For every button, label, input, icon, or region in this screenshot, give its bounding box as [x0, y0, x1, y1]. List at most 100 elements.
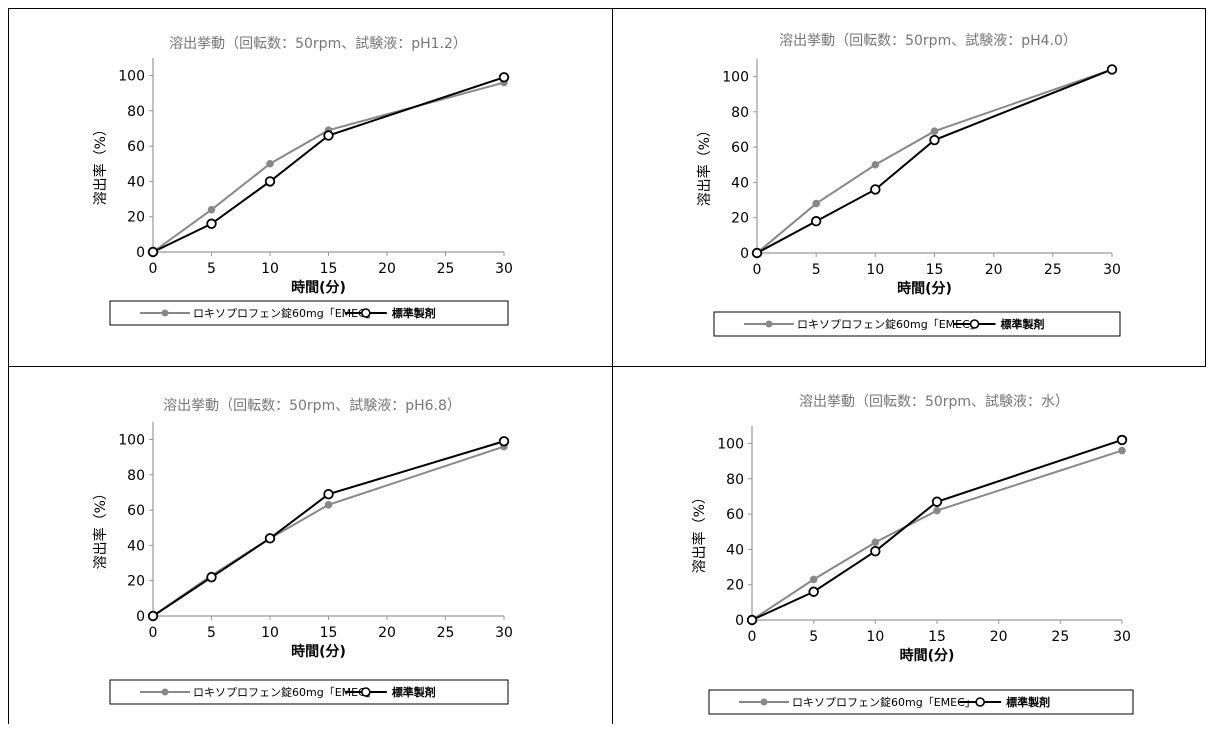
x-tick-label: 5	[207, 625, 216, 641]
data-point-series-2	[870, 184, 881, 195]
data-point-series-2	[147, 246, 159, 258]
chart-title: 溶出挙動（回転数：50rpm、試験液：pH6.8）	[163, 398, 461, 414]
x-tick-label: 15	[320, 261, 338, 277]
x-tick-label: 20	[378, 261, 396, 277]
y-tick-label: 40	[726, 542, 744, 558]
data-point-series-1	[207, 205, 216, 214]
y-tick-label: 20	[731, 211, 749, 227]
x-tick-label: 25	[437, 625, 455, 641]
legend-label-2: 標準製剤	[1006, 695, 1050, 709]
data-point-series-2	[323, 489, 334, 500]
y-axis-label: 溶出率（%）	[696, 123, 713, 206]
x-tick-label: 25	[1051, 629, 1069, 645]
x-tick-label: 10	[866, 262, 884, 278]
y-tick-label: 60	[127, 503, 145, 519]
data-point-series-1	[871, 160, 880, 169]
y-tick-label: 80	[731, 105, 749, 121]
legend-marker-2	[969, 319, 980, 329]
legend-label-1: ロキソプロフェン錠60mg「EMEC」	[193, 306, 377, 320]
x-axis-label: 時間(分)	[900, 647, 955, 664]
data-point-series-2	[264, 533, 276, 544]
chart-panel-1: 溶出挙動（回転数：50rpm、試験液：pH1.2） 0 20 40 60 80 100 0 5 1…	[92, 36, 513, 326]
y-tick-label: 20	[726, 578, 744, 594]
y-tick-label: 60	[731, 140, 749, 156]
x-tick-label: 25	[1044, 262, 1062, 278]
x-tick-label: 30	[1113, 629, 1131, 645]
y-axis-label: 溶出率（%）	[92, 122, 109, 205]
series-line-2	[756, 68, 1113, 254]
y-tick-label: 100	[717, 437, 744, 453]
y-tick-label: 0	[136, 609, 145, 625]
y-tick-label: 80	[127, 468, 145, 484]
data-point-series-2	[751, 247, 763, 259]
x-tick-label: 10	[261, 625, 279, 641]
data-point-series-1	[930, 127, 939, 136]
data-point-series-2	[206, 571, 217, 583]
x-tick-label: 0	[748, 629, 757, 645]
legend-marker-1	[161, 309, 169, 317]
x-tick-label: 0	[149, 625, 158, 641]
y-axis-label: 溶出率（%）	[691, 490, 708, 573]
y-tick-label: 60	[127, 139, 145, 155]
x-tick-label: 5	[207, 261, 216, 277]
series-line-2	[152, 440, 505, 617]
legend-marker-2	[361, 308, 371, 318]
chart-panel-3: 溶出挙動（回転数：50rpm、試験液：pH6.8） 0 20 40 60 80 100 0 5 1…	[92, 398, 513, 705]
border-right	[1205, 8, 1206, 366]
chart-grid: 溶出挙動（回転数：50rpm、試験液：pH1.2） 0 20 40 60 80 100 0 5 1…	[8, 8, 1206, 724]
data-point-series-2	[870, 545, 881, 557]
data-point-series-1	[1118, 446, 1126, 455]
chart-title: 溶出挙動（回転数：50rpm、試験液：水）	[799, 394, 1069, 410]
data-point-series-2	[498, 72, 510, 83]
x-tick-label: 20	[378, 625, 396, 641]
data-point-series-1	[871, 538, 880, 547]
legend-marker-2	[975, 697, 985, 707]
x-tick-label: 30	[1103, 262, 1121, 278]
x-tick-label: 5	[809, 629, 818, 645]
series-line-1	[152, 445, 505, 617]
x-axis-label: 時間(分)	[291, 643, 346, 660]
x-tick-label: 20	[990, 629, 1008, 645]
legend-marker-1	[765, 320, 773, 328]
x-tick-label: 25	[437, 261, 455, 277]
y-tick-label: 0	[136, 245, 145, 261]
data-point-series-1	[809, 575, 818, 584]
y-tick-label: 20	[127, 210, 145, 226]
y-tick-label: 40	[127, 174, 145, 190]
y-tick-label: 100	[118, 69, 145, 85]
legend-label-2: 標準製剤	[1001, 317, 1045, 331]
y-tick-label: 0	[740, 246, 749, 262]
y-axis-label: 溶出率（%）	[92, 486, 109, 569]
y-tick-label: 80	[726, 472, 744, 488]
legend-label-1: ロキソプロフェン錠60mg「EMEC」	[797, 317, 981, 331]
x-axis-label: 時間(分)	[897, 280, 952, 297]
y-tick-label: 100	[722, 70, 749, 86]
chart-panel-2: 溶出挙動（回転数：50rpm、試験液：pH4.0） 0 20 40 60 80 100 0 5 1…	[696, 33, 1121, 337]
border-center	[612, 8, 613, 724]
legend-marker-1	[161, 688, 169, 696]
legend-label-2: 標準製剤	[392, 306, 436, 320]
legend-label-1: ロキソプロフェン錠60mg「EMEC」	[193, 685, 377, 699]
x-tick-label: 15	[320, 625, 338, 641]
data-point-series-2	[929, 134, 940, 146]
data-point-series-2	[1106, 64, 1118, 75]
series-line-2	[152, 76, 505, 253]
y-tick-label: 20	[127, 574, 145, 590]
y-tick-label: 80	[127, 104, 145, 120]
data-point-series-2	[808, 586, 819, 597]
y-tick-label: 100	[118, 433, 145, 449]
chart-title: 溶出挙動（回転数：50rpm、試験液：pH4.0）	[779, 33, 1077, 49]
x-tick-label: 20	[985, 262, 1003, 278]
data-point-series-1	[812, 199, 820, 208]
x-tick-label: 15	[928, 629, 946, 645]
data-point-series-1	[933, 506, 941, 515]
x-tick-label: 10	[261, 261, 279, 277]
border-middle	[8, 366, 1206, 367]
data-point-series-2	[810, 216, 822, 227]
x-tick-label: 10	[866, 629, 884, 645]
legend-marker-1	[760, 698, 768, 706]
data-point-series-1	[324, 501, 333, 509]
chart-panel-4: 溶出挙動（回転数：50rpm、試験液：水） 0 20 40 60 80 100 0 5 10 15 2…	[691, 394, 1134, 715]
data-point-series-2	[931, 496, 943, 507]
